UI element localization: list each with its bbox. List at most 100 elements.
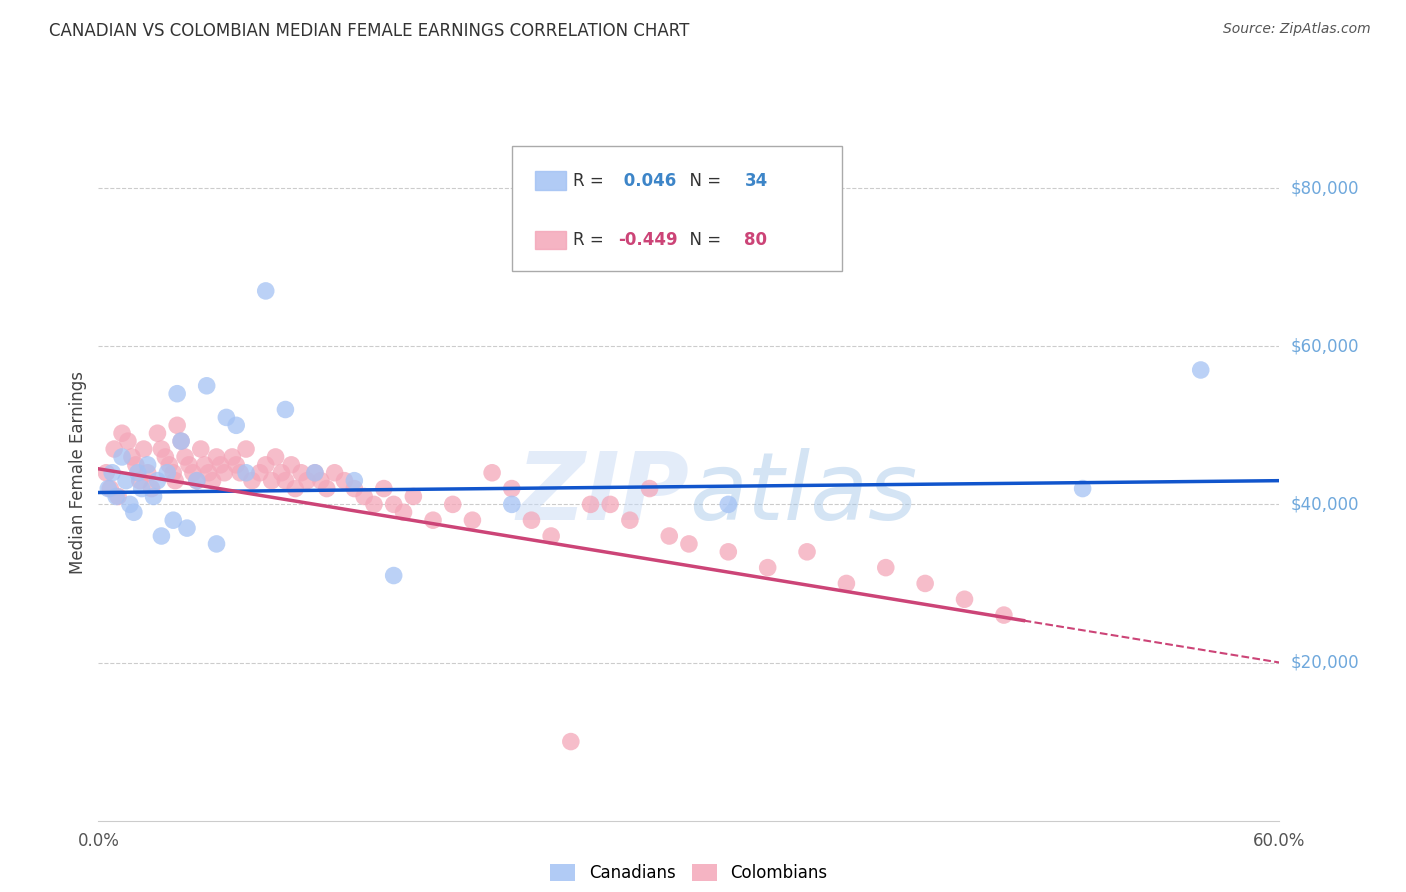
Text: N =: N = xyxy=(679,171,727,189)
Point xyxy=(195,379,218,393)
Point xyxy=(382,568,405,582)
Point xyxy=(101,466,124,480)
Point xyxy=(290,466,312,480)
Point xyxy=(221,450,243,464)
Point xyxy=(107,490,129,504)
Point xyxy=(481,466,503,480)
Point xyxy=(98,482,121,496)
Point xyxy=(717,497,740,511)
Point xyxy=(402,490,425,504)
Text: N =: N = xyxy=(679,231,727,249)
Point xyxy=(166,418,188,433)
Point xyxy=(422,513,444,527)
Text: $80,000: $80,000 xyxy=(1291,179,1360,197)
Text: $20,000: $20,000 xyxy=(1291,654,1360,672)
Point xyxy=(150,442,173,456)
Point xyxy=(353,490,375,504)
Text: $60,000: $60,000 xyxy=(1291,337,1360,355)
Text: -0.449: -0.449 xyxy=(619,231,678,249)
Point xyxy=(118,497,141,511)
Point xyxy=(132,442,155,456)
Point xyxy=(993,608,1015,623)
Point xyxy=(373,482,395,496)
Point xyxy=(540,529,562,543)
Point xyxy=(225,418,247,433)
Point xyxy=(914,576,936,591)
Point xyxy=(274,474,297,488)
Point xyxy=(194,458,217,472)
Point xyxy=(122,505,145,519)
Point xyxy=(304,466,326,480)
Point xyxy=(121,450,143,464)
Point xyxy=(209,458,232,472)
Point xyxy=(249,466,271,480)
Point xyxy=(560,252,582,267)
Point xyxy=(146,474,169,488)
Point xyxy=(270,466,292,480)
Point xyxy=(717,545,740,559)
Point xyxy=(205,537,228,551)
Point xyxy=(835,576,858,591)
Point xyxy=(225,458,247,472)
Text: $40,000: $40,000 xyxy=(1291,495,1360,514)
Point xyxy=(214,466,236,480)
Point xyxy=(501,482,523,496)
Point xyxy=(382,497,405,511)
Point xyxy=(295,474,318,488)
Point xyxy=(170,434,193,449)
Point xyxy=(125,458,148,472)
Point xyxy=(264,450,287,464)
Point xyxy=(146,426,169,441)
Point xyxy=(599,497,621,511)
Point xyxy=(560,734,582,748)
Point xyxy=(174,450,197,464)
Point xyxy=(240,474,263,488)
Point xyxy=(343,482,366,496)
Point xyxy=(136,458,159,472)
Point xyxy=(186,474,208,488)
Point xyxy=(441,497,464,511)
Point xyxy=(619,513,641,527)
Point xyxy=(155,450,177,464)
Point xyxy=(181,466,204,480)
Point xyxy=(260,474,283,488)
Point xyxy=(103,442,125,456)
Point xyxy=(186,474,208,488)
Point xyxy=(117,434,139,449)
Point xyxy=(501,497,523,511)
Point xyxy=(579,497,602,511)
Point xyxy=(280,458,302,472)
Point xyxy=(678,537,700,551)
Legend: Canadians, Colombians: Canadians, Colombians xyxy=(544,857,834,888)
Point xyxy=(461,513,484,527)
Point xyxy=(157,458,180,472)
Text: atlas: atlas xyxy=(689,448,917,539)
Point xyxy=(115,474,138,488)
Point xyxy=(284,482,307,496)
Point xyxy=(333,474,356,488)
Point xyxy=(176,521,198,535)
Point xyxy=(165,474,187,488)
Point xyxy=(170,434,193,449)
Point xyxy=(141,482,163,496)
Point xyxy=(229,466,252,480)
Point xyxy=(128,474,150,488)
Point xyxy=(235,442,257,456)
Point xyxy=(363,497,385,511)
Point xyxy=(136,466,159,480)
Y-axis label: Median Female Earnings: Median Female Earnings xyxy=(69,371,87,574)
Point xyxy=(875,560,897,574)
Point xyxy=(177,458,200,472)
Text: Source: ZipAtlas.com: Source: ZipAtlas.com xyxy=(1223,22,1371,37)
Text: R =: R = xyxy=(574,231,609,249)
Point xyxy=(205,450,228,464)
Point xyxy=(111,450,134,464)
Point xyxy=(953,592,976,607)
Text: R =: R = xyxy=(574,171,609,189)
Point xyxy=(392,505,415,519)
Point xyxy=(142,490,165,504)
Text: ZIP: ZIP xyxy=(516,448,689,540)
Point xyxy=(796,545,818,559)
Point xyxy=(162,513,184,527)
Point xyxy=(156,466,179,480)
